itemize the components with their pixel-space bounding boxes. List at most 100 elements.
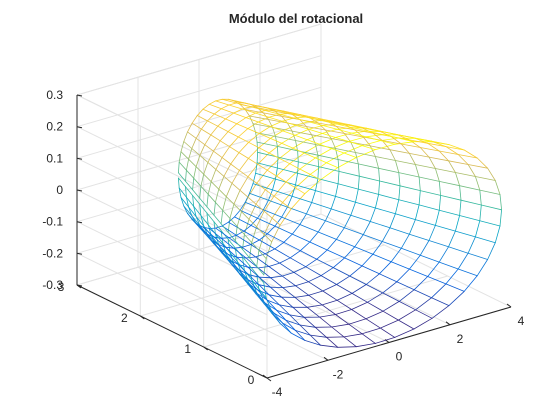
mesh-segment [268,152,280,159]
mesh-segment [365,284,384,294]
mesh-segment [180,151,190,160]
mesh-segment [419,147,440,152]
mesh-segment [299,324,311,336]
mesh-segment [499,209,503,227]
mesh-segment [398,289,415,302]
mesh-segment [247,182,258,198]
mesh-segment [343,214,352,229]
mesh-segment [269,286,283,298]
mesh-segment [283,110,301,115]
mesh-segment [454,172,476,177]
mesh-segment [258,133,271,139]
mesh-segment [225,246,238,258]
mesh-segment [319,316,333,328]
mesh-segment [321,132,336,138]
mesh-segment [295,140,299,152]
mesh-segment [448,144,465,151]
mesh-segment [185,186,194,196]
mesh-segment [195,166,205,175]
mesh-segment [251,242,260,251]
mesh-segment [467,164,476,177]
mesh-segment [188,158,197,168]
mesh-segment [180,141,185,153]
mesh-segment [445,146,465,151]
mesh-segment [303,152,316,159]
mesh-segment [220,209,224,225]
mesh-segment [256,226,265,235]
mesh-segment [276,156,279,169]
mesh-segment [274,225,293,235]
mesh-segment [294,329,311,336]
mesh-segment [202,108,215,115]
mesh-segment [330,138,352,143]
mesh-segment [448,160,469,165]
mesh-segment [396,134,410,141]
mesh-segment [283,233,293,243]
mesh-segment [227,231,236,242]
mesh-segment [306,304,323,308]
x-tick-label: -4 [272,385,283,399]
mesh-segment [191,219,202,231]
mesh-segment [369,207,376,222]
mesh-segment [219,131,229,142]
mesh-segment [434,209,440,226]
mesh-segment [262,199,269,211]
mesh-segment [258,276,271,288]
mesh-segment [215,225,223,229]
mesh-segment [242,248,251,259]
mesh-segment [185,196,195,207]
mesh-segment [408,233,430,241]
mesh-segment [467,236,476,254]
grid-line [76,221,268,316]
mesh-segment [263,217,273,235]
mesh-segment [180,197,190,208]
mesh-segment [408,152,430,158]
mesh-segment [299,241,311,252]
mesh-segment [241,106,252,110]
mesh-segment [206,212,209,226]
mesh-segment [241,108,257,114]
mesh-segment [394,160,416,165]
mesh-segment [398,199,420,206]
mesh-segment [250,239,260,246]
mesh-segment [281,275,296,287]
x-tick-mark [262,374,268,379]
mesh-segment [389,149,396,161]
mesh-segment [358,175,381,182]
mesh-segment [369,145,376,157]
mesh-segment [248,141,260,149]
mesh-segment [438,209,461,216]
mesh-segment [305,258,318,268]
mesh-segment [213,242,223,254]
mesh-segment [282,285,296,289]
mesh-segment [398,185,401,201]
mesh-segment [299,250,318,260]
mesh-segment [257,217,276,227]
mesh-segment [415,137,433,143]
mesh-segment [454,230,476,238]
mesh-segment [188,206,197,217]
mesh-segment [223,163,232,177]
mesh-segment [238,141,250,154]
mesh-segment [372,241,383,255]
mesh-segment [235,234,252,246]
mesh-segment [289,163,301,170]
mesh-segment [281,115,288,124]
mesh-segment [331,148,345,154]
mesh-segment [480,204,503,211]
mesh-segment [434,224,456,232]
mesh-segment [200,173,205,187]
mesh-segment [431,297,450,307]
mesh-segment [448,290,465,307]
mesh-segment [434,168,440,182]
mesh-segment [291,224,301,235]
mesh-segment [365,310,384,320]
mesh-segment [290,332,306,341]
mesh-segment [474,236,496,244]
mesh-segment [415,309,433,319]
mesh-segment [213,113,226,120]
mesh-segment [192,195,195,207]
mesh-segment [282,130,296,136]
mesh-segment [351,309,367,320]
mesh-segment [264,302,275,314]
